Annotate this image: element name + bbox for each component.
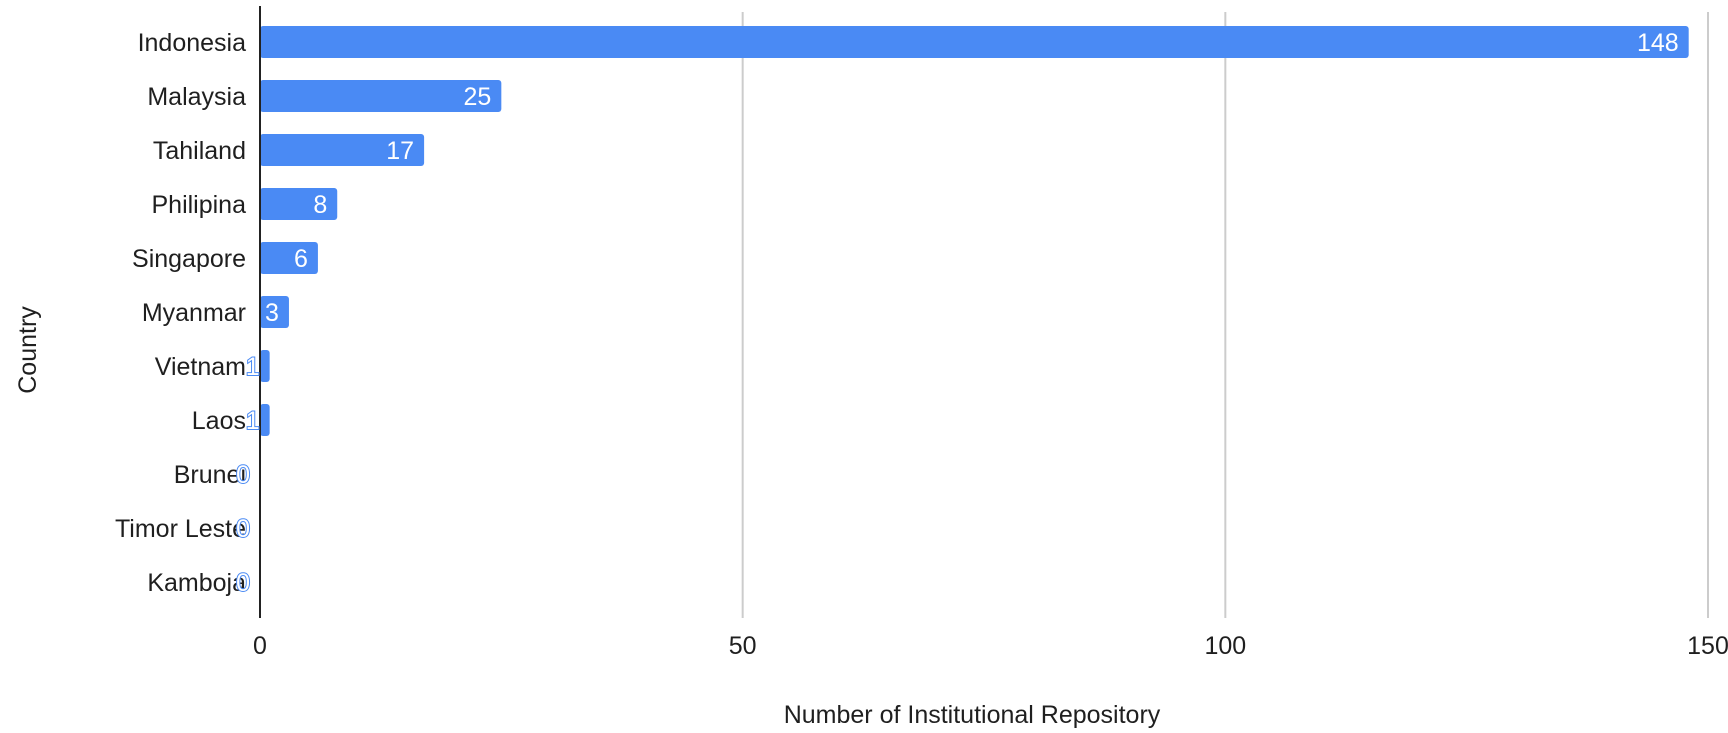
y-category-label: Tahiland — [153, 137, 246, 165]
x-tick-label: 0 — [253, 632, 267, 660]
data-label: 0 — [236, 461, 250, 489]
data-label: 1 — [246, 407, 260, 435]
y-category-label: Timor Leste — [115, 515, 246, 543]
bar — [260, 350, 270, 382]
data-label: 8 — [313, 191, 327, 219]
bar — [260, 80, 502, 112]
y-category-label: Laos — [192, 407, 246, 435]
x-tick-label: 100 — [1204, 632, 1246, 660]
data-label: 25 — [464, 83, 492, 111]
y-category-label: Indonesia — [138, 29, 247, 57]
data-label: 17 — [386, 137, 414, 165]
x-tick-label: 50 — [729, 632, 757, 660]
data-label: 0 — [236, 515, 250, 543]
data-label: 6 — [294, 245, 308, 273]
y-category-label: Vietnam — [155, 353, 246, 381]
x-axis-title: Number of Institutional Repository — [784, 701, 1161, 729]
bars — [260, 26, 1689, 436]
bar — [260, 26, 1689, 58]
bar — [260, 296, 289, 328]
y-category-label: Brunei — [174, 461, 246, 489]
x-tick-label: 150 — [1687, 632, 1728, 660]
data-label: 3 — [265, 299, 279, 327]
y-category-label: Singapore — [132, 245, 246, 273]
bar — [260, 134, 425, 166]
y-category-label: Malaysia — [147, 83, 246, 111]
y-category-label: Philipina — [151, 191, 246, 219]
bar — [260, 242, 318, 274]
data-label: 148 — [1637, 29, 1679, 57]
data-label: 1 — [246, 353, 260, 381]
y-axis-title: Country — [14, 306, 42, 394]
bar — [260, 404, 270, 436]
data-label: 0 — [236, 569, 250, 597]
y-category-label: Kamboja — [147, 569, 246, 597]
gridlines — [741, 12, 1709, 618]
bar — [260, 188, 338, 220]
y-category-label: Myanmar — [142, 299, 246, 327]
